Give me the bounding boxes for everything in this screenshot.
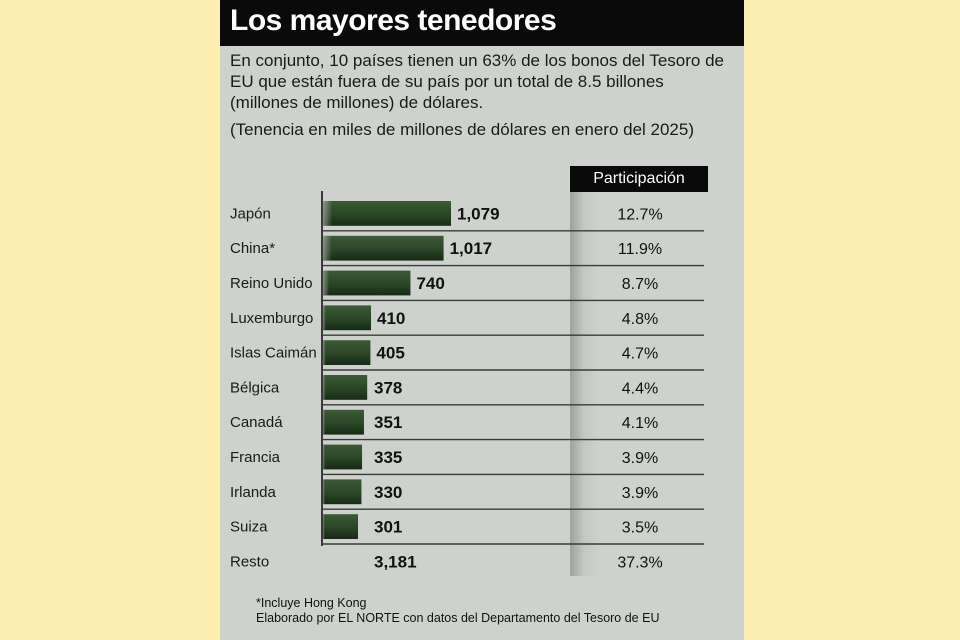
share-label: 4.7%	[622, 346, 658, 363]
share-column-header: Participación	[570, 166, 708, 192]
bar-highlight	[322, 270, 411, 296]
title-bar: Los mayores tenedores	[220, 0, 744, 46]
bar-highlight	[322, 201, 451, 226]
value-label: 378	[374, 378, 402, 397]
value-label: 1,017	[450, 239, 493, 258]
infographic-panel: Los mayores tenedores En conjunto, 10 pa…	[220, 0, 744, 640]
bar-highlight	[322, 514, 358, 539]
intro-text: En conjunto, 10 países tienen un 63% de …	[230, 51, 724, 112]
category-label: Suiza	[230, 519, 268, 536]
share-label: 3.5%	[622, 520, 658, 537]
category-label: China*	[230, 240, 275, 257]
axis-line	[321, 191, 323, 546]
value-label: 410	[377, 309, 405, 328]
share-label: 4.8%	[622, 311, 658, 328]
bar-chart: Japón 1,079 12.7% China* 1,017 11.9% Reino Uni…	[230, 201, 704, 571]
value-label: 740	[416, 274, 444, 293]
category-label: Reino Unido	[230, 275, 313, 292]
value-label: 335	[374, 448, 402, 467]
units-note: (Tenencia en miles de millones de dólare…	[230, 120, 695, 139]
value-label: 1,079	[457, 204, 500, 223]
share-label: 37.3%	[617, 554, 662, 571]
share-label: 3.9%	[622, 485, 658, 502]
category-label: Bélgica	[230, 379, 280, 396]
value-label: 3,181	[374, 552, 417, 571]
category-label: Resto	[230, 553, 269, 570]
source-credit: Elaborado por EL NORTE con datos del Dep…	[256, 611, 660, 625]
value-label: 405	[376, 344, 404, 363]
category-label: Luxemburgo	[230, 310, 313, 327]
category-label: Japón	[230, 205, 271, 222]
share-label: 8.7%	[622, 276, 658, 293]
bar-highlight	[322, 340, 371, 365]
value-label: 330	[374, 483, 402, 502]
share-column-shade	[570, 192, 708, 576]
footer: *Incluye Hong Kong Elaborado por EL NORT…	[256, 596, 659, 626]
value-label: 301	[374, 518, 402, 537]
value-label: 351	[374, 413, 402, 432]
chart-title: Los mayores tenedores	[230, 4, 557, 37]
bar-highlight	[322, 305, 372, 331]
bar-highlight	[322, 235, 444, 261]
share-label: 11.9%	[618, 241, 662, 258]
category-label: Canadá	[230, 414, 283, 431]
share-label: 4.1%	[622, 415, 658, 432]
share-label: 3.9%	[622, 450, 658, 467]
bar-highlight	[322, 375, 368, 400]
category-label: Francia	[230, 449, 281, 466]
bar-highlight	[322, 444, 363, 470]
bar-highlight	[322, 479, 362, 505]
share-label: 4.4%	[622, 380, 658, 397]
share-label: 12.7%	[617, 206, 662, 223]
category-label: Irlanda	[230, 484, 277, 501]
footnote: *Incluye Hong Kong	[256, 596, 367, 610]
category-label: Islas Caimán	[230, 345, 317, 362]
bar-highlight	[322, 409, 364, 435]
